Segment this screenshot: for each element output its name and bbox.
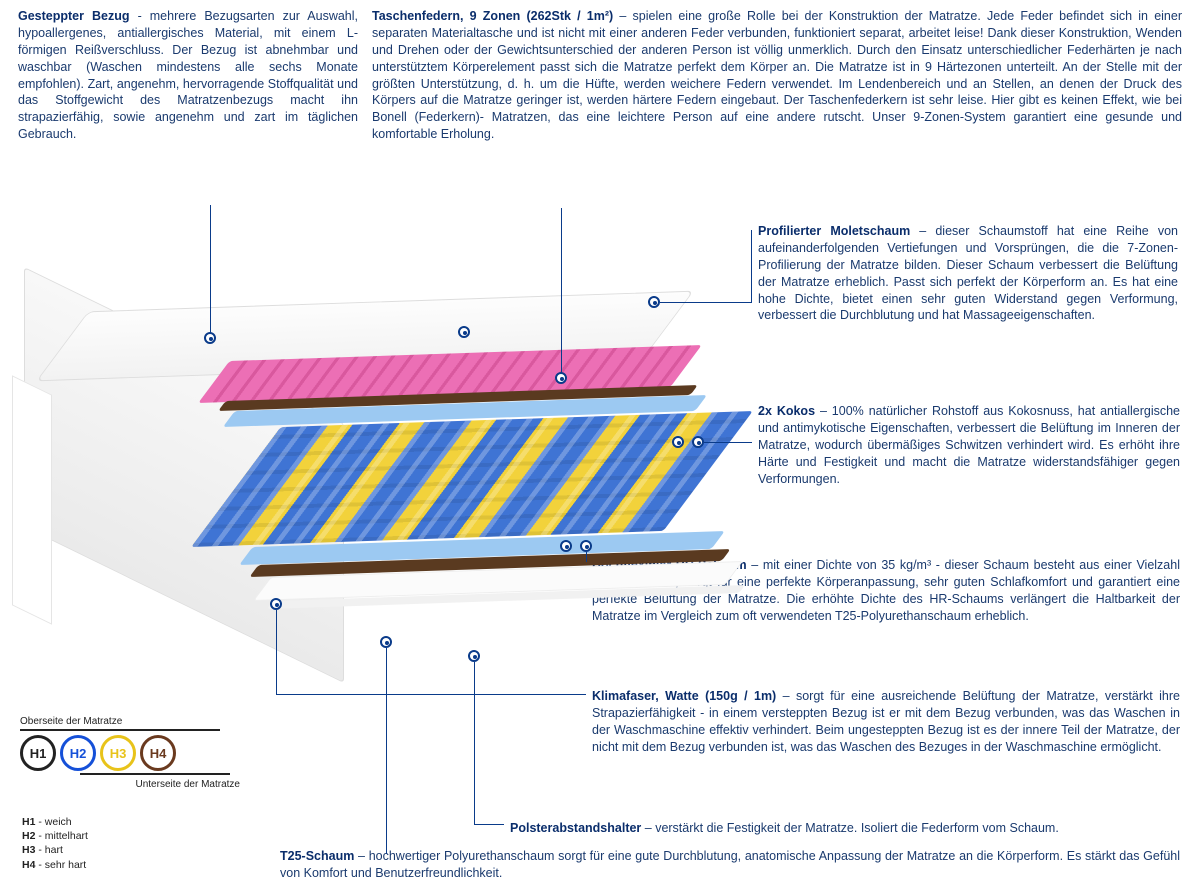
hardness-legend: Oberseite der Matratze H1 H2 H3 H4 Unter… [20,716,280,790]
hard-d1: - weich [35,816,71,828]
leader-springs [561,208,562,374]
marker-kokos-1 [672,436,684,448]
legend-bar-bottom [80,773,230,775]
marker-springs-1 [458,326,470,338]
hard-d3: - hart [35,844,62,856]
block-cover: Gesteppter Bezug - mehrere Bezugsarten z… [18,8,358,143]
body-spacer: – verstärkt die Festigkeit der Matratze.… [641,821,1059,835]
title-kokos: 2x Kokos [758,404,815,418]
marker-cover [204,332,216,344]
marker-t25 [380,636,392,648]
hardness-h3-icon: H3 [100,735,136,771]
hard-d2: - mittelhart [35,830,88,842]
title-spacer: Polsterabstandshalter [510,821,641,835]
leader-klima-h [276,694,586,695]
hardness-list: H1 - weich H2 - mittelhart H3 - hart H4 … [22,815,88,872]
body-molet: – dieser Schaumstoff hat eine Reihe von … [758,224,1178,322]
mattress-diagram [10,225,750,725]
legend-bar-top [20,729,220,731]
leader-t25 [386,648,387,854]
hard-l3: H3 [22,844,35,856]
leader-hr [586,552,587,562]
block-kokos: 2x Kokos – 100% natürlicher Rohstoff aus… [758,403,1180,487]
leader-spacer-h [474,824,504,825]
title-t25: T25-Schaum [280,849,354,863]
leader-kokos [704,442,752,443]
leader-klima-v [276,610,277,694]
title-molet: Profilierter Moletschaum [758,224,910,238]
block-springs: Taschenfedern, 9 Zonen (262Stk / 1m²) – … [372,8,1182,143]
leader-cover [210,205,211,333]
layer-spacer [12,375,52,625]
block-spacer: Polsterabstandshalter – verstärkt die Fe… [510,820,1182,837]
marker-klima [270,598,282,610]
leader-molet-v [751,230,752,303]
body-kokos: – 100% natürlicher Rohstoff aus Kokosnus… [758,404,1180,486]
hard-l1: H1 [22,816,35,828]
hard-l2: H2 [22,830,35,842]
block-t25: T25-Schaum – hochwertiger Polyurethansch… [280,848,1180,882]
hardness-h2-icon: H2 [60,735,96,771]
marker-spacer [468,650,480,662]
body-t25: – hochwertiger Polyurethanschaum sorgt f… [280,849,1180,880]
marker-molet [648,296,660,308]
legend-under-label: Unterseite der Matratze [20,779,280,790]
body-cover: - mehrere Bezugsarten zur Auswahl, hypoa… [18,9,358,141]
leader-molet [660,302,752,303]
leader-spacer [474,662,475,824]
hard-d4: - sehr hart [35,859,86,871]
hardness-h1-icon: H1 [20,735,56,771]
block-molet: Profilierter Moletschaum – dieser Schaum… [758,223,1178,324]
legend-over-label: Oberseite der Matratze [20,716,280,727]
hard-l4: H4 [22,859,35,871]
marker-kokos-2 [692,436,704,448]
hardness-h4-icon: H4 [140,735,176,771]
marker-hr-1 [560,540,572,552]
title-springs: Taschenfedern, 9 Zonen (262Stk / 1m²) [372,9,613,23]
body-springs: – spielen eine große Rolle bei der Konst… [372,9,1182,141]
marker-hr-2 [580,540,592,552]
title-cover: Gesteppter Bezug [18,9,130,23]
